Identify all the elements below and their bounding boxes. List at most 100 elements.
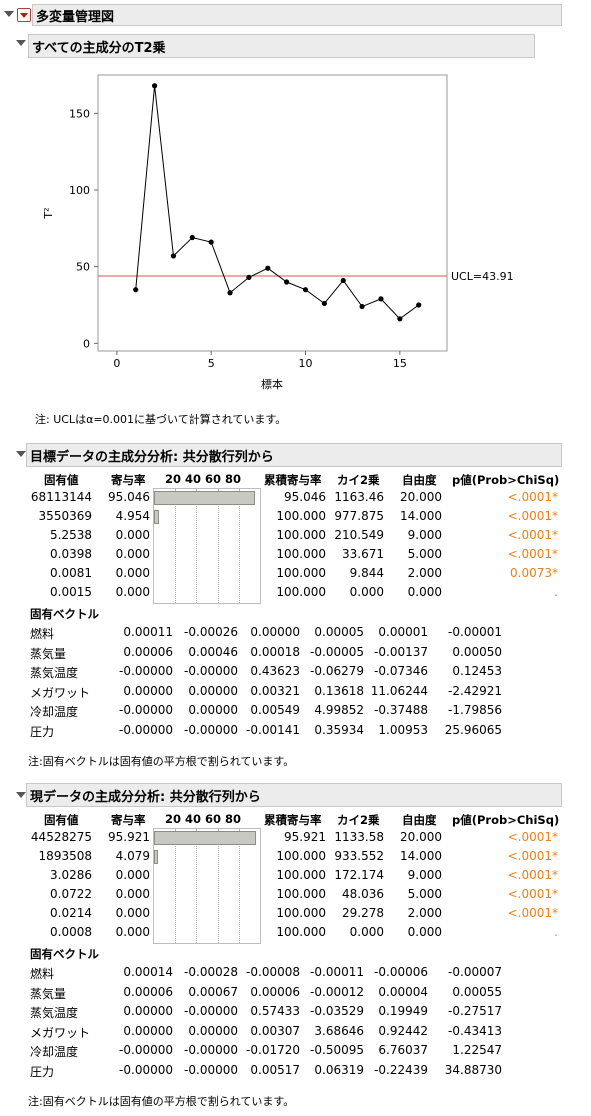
eigenvector-value: -0.00006 [374, 965, 428, 979]
cell-df: 5.000 [407, 547, 442, 561]
t2-point [208, 239, 214, 245]
pct-bar-gridline [217, 829, 219, 943]
cell-pct: 0.000 [115, 566, 150, 580]
eigenvector-value: 0.00055 [452, 984, 502, 999]
pct-bar [154, 831, 256, 845]
x-tick-label: 15 [393, 357, 407, 370]
eigenvector-value: -0.01720 [246, 1043, 300, 1057]
pca1-section-header[interactable] [26, 443, 562, 467]
cell-pct: 0.000 [115, 906, 150, 920]
eigenvector-row-label: 蒸気量 [30, 646, 67, 661]
eigenvector-value: 11.06244 [370, 683, 428, 698]
pca2-section-header[interactable] [26, 783, 562, 807]
cell-pct: 0.000 [115, 868, 150, 882]
cell-eig: 0.0214 [50, 906, 92, 920]
cell-eig: 5.2538 [50, 528, 92, 542]
red-menu-icon[interactable] [17, 8, 31, 22]
t2-point [133, 287, 139, 293]
eigenvector-value: -0.00011 [310, 965, 364, 979]
y-tick-label: 100 [69, 184, 90, 197]
x-axis-label: 標本 [261, 377, 283, 391]
col-header-cum: 累積寄与率 [264, 473, 322, 487]
eigenvector-value: 0.00006 [123, 644, 173, 659]
eigenvector-value: 0.00000 [188, 703, 238, 717]
x-tick-label: 0 [113, 357, 120, 370]
eigenvector-value: 0.13618 [314, 683, 364, 698]
col-header-p: p値(Prob>ChiSq) [452, 473, 560, 487]
t2-point [265, 265, 271, 271]
cell-pvalue: <.0001* [507, 490, 558, 504]
eigenvector-value: 0.00004 [378, 984, 428, 999]
pct-bar-gridline [238, 489, 240, 603]
t2-point [340, 277, 346, 284]
eigenvector-row-label: 圧力 [30, 1064, 55, 1079]
eigenvector-value: 0.00006 [123, 984, 173, 999]
collapse-triangle-icon[interactable] [16, 451, 26, 457]
cell-pct: 4.079 [115, 849, 150, 863]
pct-bar [154, 491, 255, 505]
pct-bar-gridline [196, 829, 198, 943]
col-header-bar: 20 40 60 80 [165, 812, 242, 826]
cell-cum: 100.000 [276, 925, 326, 939]
eigenvector-value: 0.43623 [250, 664, 300, 678]
cell-pvalue: <.0001* [507, 887, 558, 901]
cell-pvalue: 0.0073* [510, 566, 558, 580]
x-tick-label: 5 [208, 357, 215, 370]
cell-pct: 95.921 [108, 830, 150, 844]
eigenvector-value: 0.00321 [250, 683, 300, 698]
eigenvector-value: -0.03529 [310, 1004, 364, 1018]
eigenvector-value: -2.42921 [448, 683, 502, 698]
col-header-cum: 累積寄与率 [264, 813, 322, 827]
pct-bar-frame [153, 488, 261, 604]
col-header-df: 自由度 [402, 473, 437, 487]
eigenvector-value: 0.00000 [188, 683, 238, 698]
col-header-chi: カイ2乗 [337, 473, 380, 487]
pca1-title: 目標データの主成分分析: 共分散行列から [30, 450, 274, 465]
t2-point [416, 302, 422, 308]
cell-chi: 29.278 [342, 906, 384, 920]
cell-chi: 977.875 [334, 509, 384, 523]
cell-eig: 68113144 [30, 490, 92, 504]
col-header-chi: カイ2乗 [337, 813, 380, 827]
eigenvector-value: 0.92442 [378, 1023, 428, 1038]
t2-chart: 0 50 100 150 0 5 10 15 UCL=43.91 T² 標本 [42, 74, 514, 391]
eigenvector-value: 0.00011 [123, 625, 173, 639]
cell-eig: 0.0015 [50, 585, 92, 599]
eigenvector-row-label: 蒸気量 [30, 986, 67, 1001]
cell-pct: 4.954 [115, 509, 150, 523]
cell-eig: 44528275 [30, 830, 92, 844]
cell-chi: 33.671 [342, 547, 384, 561]
eigenvector-value: 0.00018 [250, 644, 300, 659]
eigenvector-value: -0.00000 [119, 664, 173, 678]
cell-df: 20.000 [400, 490, 442, 504]
col-header-p: p値(Prob>ChiSq) [452, 813, 560, 827]
eigenvector-row-label: 冷却温度 [30, 705, 79, 719]
collapse-triangle-icon[interactable] [4, 11, 14, 17]
eigenvector-value: -0.37488 [374, 703, 428, 717]
cell-chi: 172.174 [334, 868, 384, 882]
eigenvector-row-label: 蒸気温度 [30, 1006, 79, 1020]
eigenvector-row-label: 圧力 [30, 724, 55, 739]
eigenvector-value: 1.22547 [452, 1043, 502, 1057]
t2-point [246, 274, 252, 280]
collapse-triangle-icon[interactable] [16, 792, 26, 798]
cell-chi: 0.000 [349, 585, 384, 599]
cell-cum: 100.000 [276, 509, 326, 523]
cell-df: 5.000 [407, 887, 442, 901]
pca2-title: 現データの主成分分析: 共分散行列から [30, 790, 261, 805]
cell-eig: 3.0286 [50, 868, 92, 882]
pct-bar-frame [153, 828, 261, 944]
eigenvector-value: -0.00000 [119, 703, 173, 717]
col-header-pct: 寄与率 [111, 813, 146, 827]
y-axis-label: T² [42, 207, 55, 219]
cell-pvalue: <.0001* [507, 509, 558, 523]
cell-df: 2.000 [407, 566, 442, 580]
cell-chi: 1163.46 [334, 490, 384, 504]
t2-point [284, 279, 290, 285]
t2-section-header[interactable] [28, 34, 535, 58]
eigenvector-value: -0.07346 [374, 664, 428, 678]
eigenvector-value: -0.00000 [119, 1043, 173, 1057]
collapse-triangle-icon[interactable] [16, 40, 26, 46]
eigenvector-title: 固有ベクトル [30, 607, 99, 621]
cell-df: 0.000 [407, 925, 442, 939]
